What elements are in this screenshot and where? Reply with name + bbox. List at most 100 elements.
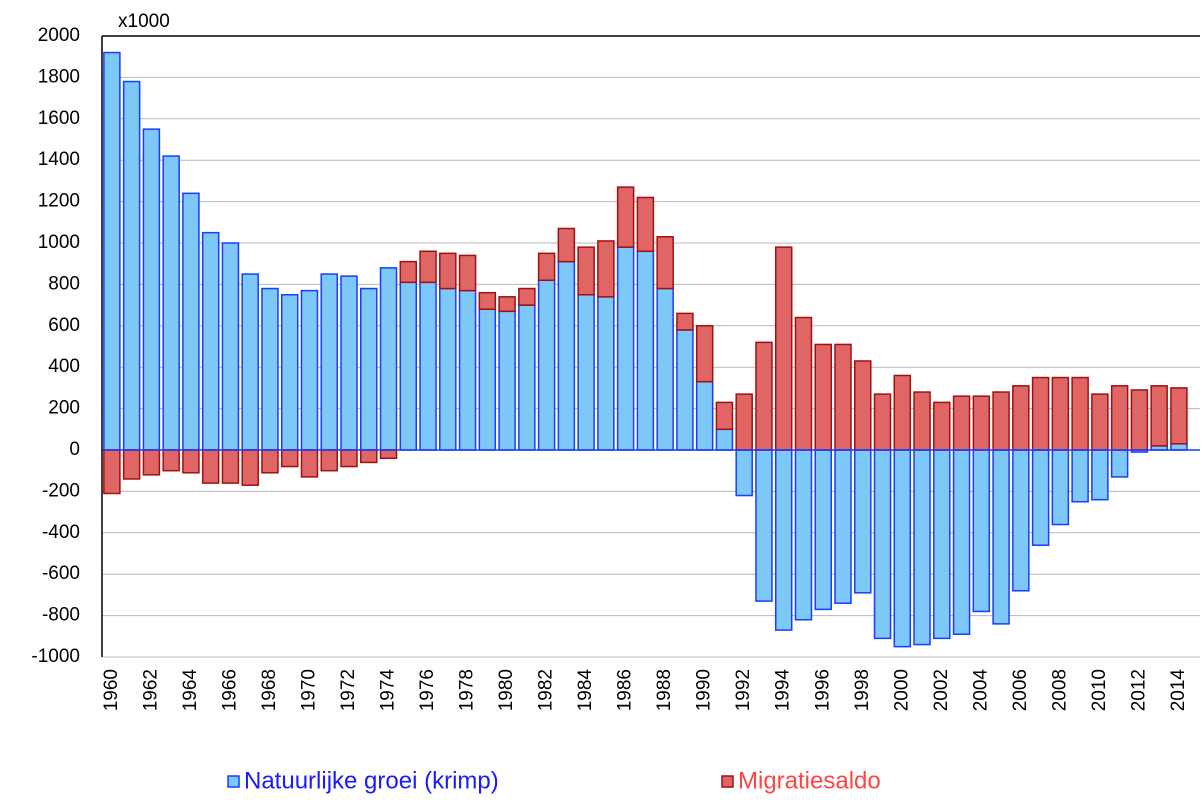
bar xyxy=(794,316,813,451)
x-tick-label: 2014 xyxy=(1168,669,1189,712)
bar xyxy=(399,281,418,451)
bar xyxy=(201,449,220,484)
y-tick-label: 1400 xyxy=(38,149,80,170)
y-tick-label: 1000 xyxy=(38,232,80,253)
x-tick-label: 1974 xyxy=(378,669,399,712)
bar xyxy=(873,393,892,451)
bar xyxy=(162,449,180,472)
y-tick-label: 200 xyxy=(48,398,80,419)
bar xyxy=(458,254,477,292)
x-tick-label: 1990 xyxy=(694,669,715,711)
x-tick-label: 1992 xyxy=(733,669,754,711)
bar xyxy=(1071,449,1089,503)
y-tick-label: -200 xyxy=(42,480,80,501)
bar xyxy=(597,296,615,451)
bar xyxy=(893,449,912,648)
bar xyxy=(360,287,378,451)
bar xyxy=(893,374,912,451)
bar xyxy=(933,401,951,451)
bar xyxy=(280,294,299,451)
bar xyxy=(1012,385,1030,451)
bar xyxy=(320,449,338,472)
y-tick-label: -600 xyxy=(42,563,80,584)
bar xyxy=(972,395,991,451)
bar xyxy=(142,449,161,476)
bar xyxy=(1071,376,1089,451)
bar xyxy=(913,391,931,451)
x-tick-label: 2006 xyxy=(1010,669,1031,711)
bar xyxy=(636,250,655,451)
bar xyxy=(379,449,398,460)
bar xyxy=(320,273,338,451)
bar xyxy=(300,289,319,451)
bar xyxy=(952,395,971,451)
bar xyxy=(1051,449,1070,526)
bar xyxy=(182,192,200,451)
x-tick-label: 1998 xyxy=(852,669,873,711)
x-tick-label: 1986 xyxy=(615,669,636,711)
x-tick-label: 1988 xyxy=(654,669,675,711)
bar xyxy=(340,275,358,451)
y-tick-label: 800 xyxy=(48,273,80,294)
bar xyxy=(834,343,852,451)
bar xyxy=(1150,385,1168,447)
legend-label: Migratiesaldo xyxy=(738,767,881,794)
bar xyxy=(379,267,398,451)
x-tick-label: 1994 xyxy=(773,669,794,712)
bar xyxy=(676,329,694,451)
bar xyxy=(834,449,852,604)
bar xyxy=(992,391,1010,451)
bar xyxy=(122,449,141,480)
x-tick-label: 2008 xyxy=(1049,669,1070,711)
x-tick-label: 1962 xyxy=(140,669,161,711)
bar xyxy=(755,341,773,451)
bar xyxy=(261,449,279,474)
bar xyxy=(656,287,674,451)
bar xyxy=(103,51,121,451)
y-tick-label: 600 xyxy=(48,315,80,336)
bar xyxy=(498,296,516,313)
y-tick-label: 2000 xyxy=(38,25,80,46)
bar xyxy=(498,310,516,451)
x-tick-label: 2012 xyxy=(1128,669,1149,711)
bar xyxy=(972,449,991,613)
bar xyxy=(577,294,595,451)
bar xyxy=(577,246,595,296)
bar xyxy=(518,304,536,451)
y-tick-label: -800 xyxy=(42,605,80,626)
bar xyxy=(162,155,180,451)
y-tick-label: 1200 xyxy=(38,191,80,212)
bar xyxy=(695,325,714,383)
bar xyxy=(854,360,872,451)
x-tick-label: 1960 xyxy=(101,669,122,711)
x-tick-label: 1966 xyxy=(219,669,240,711)
bar xyxy=(1130,389,1149,451)
bar xyxy=(913,449,931,646)
legend-label: Natuurlijke groei (krimp) xyxy=(244,767,499,794)
bar xyxy=(854,449,872,594)
bar xyxy=(695,380,714,451)
bar xyxy=(182,449,200,474)
bar xyxy=(122,80,141,451)
legend-swatch xyxy=(721,775,734,788)
bar xyxy=(1012,449,1030,592)
y-tick-label: 0 xyxy=(69,439,80,460)
bar xyxy=(241,273,259,451)
x-tick-label: 2004 xyxy=(970,669,991,712)
x-tick-label: 1972 xyxy=(338,669,359,711)
unit-label: x1000 xyxy=(118,11,170,32)
bar xyxy=(933,449,951,640)
bar xyxy=(1110,385,1129,451)
x-tick-label: 1996 xyxy=(812,669,833,711)
bar xyxy=(755,449,773,602)
bar xyxy=(814,343,832,451)
bar xyxy=(1170,443,1188,451)
bar xyxy=(794,449,813,621)
bar xyxy=(873,449,892,640)
bar xyxy=(399,260,418,284)
bar xyxy=(478,291,497,310)
bar xyxy=(360,449,378,464)
bar xyxy=(1051,376,1070,451)
bar xyxy=(142,128,161,451)
